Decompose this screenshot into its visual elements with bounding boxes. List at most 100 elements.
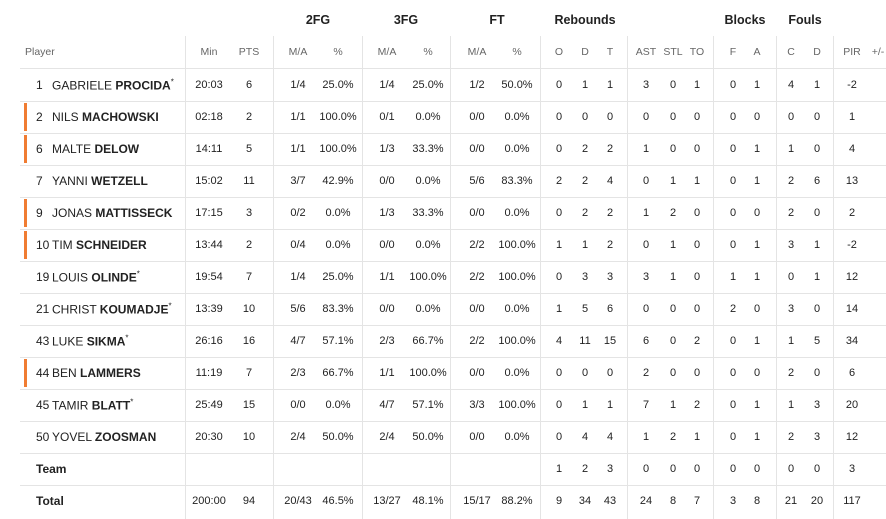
bench-marker	[24, 359, 27, 387]
stat-cell: 0	[669, 367, 677, 379]
stat-cell: 13:44	[195, 239, 223, 251]
stat-cell: 100.0%	[498, 335, 536, 347]
stat-cell: 0	[813, 207, 821, 219]
stat-cell: 11:19	[195, 367, 223, 379]
stat-cell: 4	[606, 431, 614, 443]
stat-cell: 0/0	[469, 431, 485, 443]
stat-cell: 0	[813, 143, 821, 155]
column-header: O	[554, 46, 564, 58]
player-number: 6	[36, 142, 43, 156]
stat-cell: 14:11	[195, 143, 223, 155]
stat-cell: 3	[813, 431, 821, 443]
group-header: Blocks	[724, 13, 766, 27]
stat-cell: 0/1	[379, 111, 395, 123]
group-header: FT	[489, 13, 505, 27]
starter-mark: *	[130, 397, 134, 407]
stat-cell: 0/0	[469, 303, 485, 315]
stat-cell: 7	[245, 271, 253, 283]
stat-cell: 3	[848, 463, 856, 475]
stat-cell: 0	[693, 463, 701, 475]
stat-cell: 100.0%	[498, 399, 536, 411]
stat-cell: 0	[642, 111, 650, 123]
first-name: GABRIELE	[52, 78, 113, 93]
stat-cell: 50.0%	[501, 79, 533, 91]
stat-cell: 1	[753, 335, 761, 347]
stat-cell: 2	[669, 207, 677, 219]
starter-mark: *	[125, 333, 129, 343]
stat-cell: 100.0%	[498, 271, 536, 283]
stat-cell: 2/2	[469, 271, 485, 283]
first-name: BEN	[52, 366, 77, 380]
stat-cell: 0/0	[469, 143, 485, 155]
stat-cell: 0	[555, 399, 563, 411]
stat-cell: 6	[245, 79, 253, 91]
stat-cell: 0	[669, 335, 677, 347]
stat-cell: 4	[848, 143, 856, 155]
stat-cell: 5/6	[469, 175, 485, 187]
stat-cell: 3	[606, 271, 614, 283]
stat-cell: 46.5%	[322, 495, 354, 507]
stat-cell: 0	[693, 111, 701, 123]
last-name: KOUMADJE	[99, 302, 169, 317]
stat-cell: 34	[578, 495, 592, 507]
stat-cell: 0.0%	[325, 207, 351, 219]
player-number: 45	[36, 398, 50, 412]
stat-cell: 88.2%	[501, 495, 533, 507]
stat-cell: 0	[813, 367, 821, 379]
stat-cell: 0	[753, 303, 761, 315]
player-name: NILS MACHOWSKI	[52, 110, 159, 124]
column-header: PTS	[238, 46, 260, 58]
stat-cell: 3	[606, 463, 614, 475]
stat-cell: 0.0%	[504, 303, 530, 315]
stat-cell: 0.0%	[504, 431, 530, 443]
stat-cell: 13	[845, 175, 859, 187]
stat-cell: 0/2	[290, 207, 306, 219]
stat-cell: 0	[581, 367, 589, 379]
stat-cell: 2	[693, 335, 701, 347]
stat-cell: 7	[693, 495, 701, 507]
column-header: F	[729, 46, 737, 58]
stat-cell: 4	[555, 335, 563, 347]
column-separator	[450, 36, 451, 519]
stat-cell: 0	[693, 143, 701, 155]
stat-cell: 0	[729, 111, 737, 123]
stat-cell: 0	[813, 111, 821, 123]
stat-cell: 100.0%	[409, 367, 447, 379]
stat-cell: 20	[810, 495, 824, 507]
stat-cell: 83.3%	[501, 175, 533, 187]
stat-cell: 3	[787, 239, 795, 251]
first-name: LOUIS	[52, 270, 89, 285]
stat-cell: 0	[693, 271, 701, 283]
row-separator	[20, 325, 886, 326]
player-number: 50	[36, 430, 50, 444]
stat-cell: 0/0	[379, 175, 395, 187]
row-separator	[20, 485, 886, 486]
stat-cell: 3	[642, 79, 650, 91]
stat-cell: 1	[642, 431, 650, 443]
group-header: 2FG	[305, 13, 331, 27]
stat-cell: 25.0%	[412, 79, 444, 91]
stat-cell: 0	[753, 367, 761, 379]
stat-cell: 21	[784, 495, 798, 507]
stat-cell: 0	[729, 367, 737, 379]
column-header: M/A	[377, 46, 397, 58]
stat-cell: 0.0%	[415, 239, 441, 251]
stat-cell: 2/3	[290, 367, 306, 379]
stat-cell: 1	[581, 399, 589, 411]
stat-cell: 3	[729, 495, 737, 507]
stat-cell: 2	[693, 399, 701, 411]
stat-cell: 20/43	[284, 495, 312, 507]
stat-cell: 12	[845, 271, 859, 283]
first-name: NILS	[52, 110, 79, 124]
stat-cell: 0	[642, 303, 650, 315]
row-separator	[20, 293, 886, 294]
column-separator	[273, 36, 274, 519]
stat-cell: 0.0%	[325, 399, 351, 411]
stat-cell: 0	[787, 111, 795, 123]
stat-cell: 100.0%	[319, 143, 357, 155]
stat-cell: 4	[581, 431, 589, 443]
stat-cell: 15:02	[195, 175, 223, 187]
stat-cell: 0	[729, 399, 737, 411]
column-header: T	[606, 46, 614, 58]
